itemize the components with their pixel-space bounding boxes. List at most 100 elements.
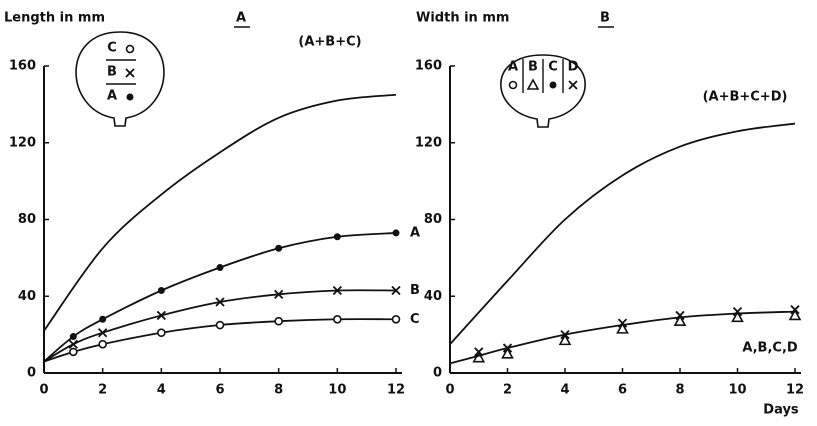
marker xyxy=(157,286,165,294)
marker xyxy=(391,314,401,324)
x-tick-label: 4 xyxy=(157,383,166,398)
marker xyxy=(275,244,283,252)
y-tick-label: 160 xyxy=(9,59,36,74)
inset-label: D xyxy=(568,60,579,75)
y-tick-label: 0 xyxy=(433,366,442,381)
marker-shape xyxy=(275,244,283,252)
x-tick-label: 12 xyxy=(387,383,405,398)
x-tick-label: 6 xyxy=(215,383,224,398)
marker xyxy=(501,347,514,359)
x-axis-label: Days xyxy=(763,403,799,418)
marker-shape xyxy=(157,286,165,294)
marker-shape xyxy=(392,229,400,237)
inset-label: A xyxy=(107,89,117,104)
marker xyxy=(274,316,283,326)
marker xyxy=(333,314,342,324)
marker xyxy=(98,339,107,349)
marker xyxy=(99,315,107,323)
y-tick-label: 120 xyxy=(9,135,36,150)
marker xyxy=(69,333,77,341)
marker-shape xyxy=(274,289,284,299)
inset-label: C xyxy=(107,41,117,56)
marker xyxy=(788,308,802,321)
marker xyxy=(68,339,78,349)
x-tick-label: 2 xyxy=(98,383,107,398)
marker-shape xyxy=(788,308,802,321)
line xyxy=(43,93,397,332)
marker-shape xyxy=(501,347,514,359)
marker xyxy=(332,285,342,296)
marker-shape xyxy=(215,297,225,307)
marker xyxy=(333,233,341,241)
x-tick-label: 0 xyxy=(39,383,48,398)
line xyxy=(449,122,796,345)
marker-shape xyxy=(99,315,107,323)
x-tick-label: 4 xyxy=(560,383,569,398)
y-tick-label: 120 xyxy=(415,135,442,150)
marker xyxy=(125,44,135,54)
marker xyxy=(216,263,224,271)
y-axis-label: Width in mm xyxy=(416,11,509,26)
series-label: A,B,C,D xyxy=(742,341,798,356)
marker xyxy=(558,333,572,346)
line xyxy=(43,232,397,363)
marker-shape xyxy=(274,316,283,326)
x-tick-label: 2 xyxy=(503,383,512,398)
marker xyxy=(156,310,166,321)
inset-label: C xyxy=(548,60,558,75)
marker xyxy=(568,80,578,90)
marker-shape xyxy=(125,68,135,78)
marker-shape xyxy=(98,339,107,349)
marker-shape xyxy=(69,347,78,357)
marker-shape xyxy=(472,351,486,363)
marker-shape xyxy=(558,333,572,346)
marker xyxy=(616,322,629,334)
series-label: (A+B+C) xyxy=(298,35,361,50)
marker xyxy=(472,351,486,363)
y-tick-label: 80 xyxy=(424,212,442,227)
x-tick-label: 12 xyxy=(786,383,804,398)
marker xyxy=(549,81,557,89)
marker-shape xyxy=(391,314,401,324)
inset-leaf xyxy=(75,31,165,127)
marker xyxy=(673,314,687,326)
y-tick-label: 0 xyxy=(27,366,36,381)
marker xyxy=(391,285,401,296)
marker-shape xyxy=(126,93,134,101)
x-tick-label: 10 xyxy=(328,383,346,398)
series-label: C xyxy=(410,312,420,327)
marker-shape xyxy=(216,263,224,271)
marker-shape xyxy=(391,285,401,296)
marker-shape xyxy=(215,320,225,330)
inset-label: B xyxy=(107,65,117,80)
y-tick-label: 40 xyxy=(424,289,442,304)
marker-shape xyxy=(157,328,166,338)
series-label: B xyxy=(410,283,420,298)
marker-shape xyxy=(125,44,135,54)
marker-shape xyxy=(616,322,629,334)
marker xyxy=(157,328,166,338)
marker-shape xyxy=(731,310,744,323)
marker-shape xyxy=(68,339,78,349)
marker xyxy=(215,320,225,330)
x-tick-label: 8 xyxy=(274,383,283,398)
panel-label: B xyxy=(600,11,610,26)
marker xyxy=(526,78,540,90)
marker-shape xyxy=(508,80,518,90)
y-tick-label: 80 xyxy=(18,212,36,227)
marker xyxy=(508,80,518,90)
marker xyxy=(125,68,135,78)
line xyxy=(449,310,796,365)
y-tick-label: 40 xyxy=(18,289,36,304)
marker xyxy=(69,347,78,357)
y-axis-label: Length in mm xyxy=(4,11,105,26)
marker-shape xyxy=(69,333,77,341)
marker xyxy=(98,328,108,338)
marker-shape xyxy=(568,80,578,90)
y-tick-label: 160 xyxy=(415,59,442,74)
marker-shape xyxy=(333,314,342,324)
marker xyxy=(731,310,744,323)
marker-shape xyxy=(526,78,540,90)
x-tick-label: 0 xyxy=(445,383,454,398)
